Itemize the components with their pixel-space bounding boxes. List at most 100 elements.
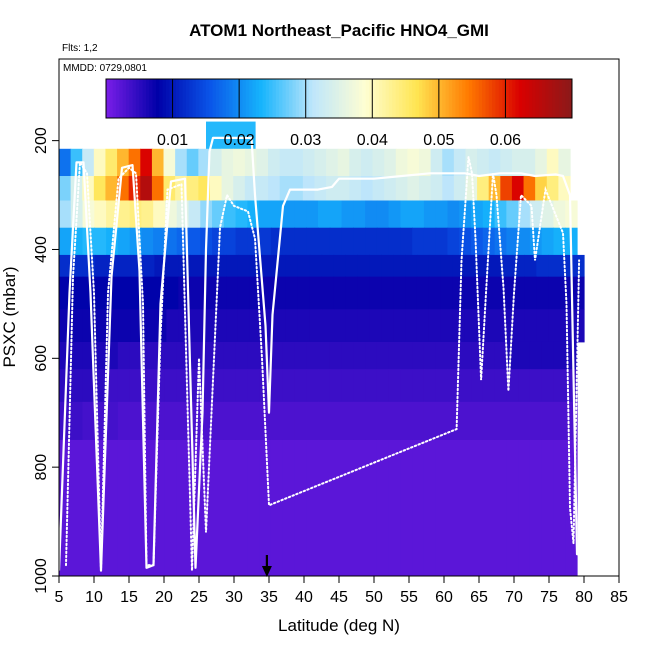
- heat-cell-r6-c26: [369, 276, 382, 310]
- heat-cell-r10-c2: [82, 401, 95, 441]
- colorbar-swatch-74: [352, 79, 357, 118]
- x-tick-label-0: 5: [55, 589, 64, 606]
- heat-cell-r7-c28: [393, 309, 406, 343]
- colorbar-swatch-1: [109, 79, 114, 118]
- heat-cell-r3-c27: [376, 200, 390, 229]
- colorbar-swatch-89: [402, 79, 407, 118]
- colorbar-swatch-6: [125, 79, 130, 118]
- heat-cell-r5-c38: [512, 254, 525, 278]
- heat-cell-r10-c37: [494, 401, 507, 441]
- heat-cell-r6-c23: [333, 276, 346, 310]
- heat-cell-r1-c33: [442, 148, 455, 177]
- heat-cell-r2-c17: [256, 176, 269, 201]
- heat-cell-r11-c20: [294, 439, 307, 577]
- colorbar-swatch-138: [565, 79, 570, 118]
- heat-cell-r9-c26: [365, 369, 378, 403]
- flight-tracks: [57, 136, 585, 572]
- dotted-track-line: [65, 156, 581, 571]
- heat-cell-r9-c29: [400, 369, 413, 403]
- colorbar-tick-label-1: 0.02: [224, 132, 255, 149]
- heat-cell-r8-c39: [518, 341, 531, 370]
- heat-cell-r9-c40: [529, 369, 543, 403]
- heat-cell-r7-c15: [237, 309, 251, 343]
- colorbar-swatch-50: [272, 79, 277, 118]
- heat-cell-r7-c31: [428, 309, 442, 343]
- heat-cell-r11-c21: [306, 439, 319, 577]
- heat-cell-r11-c5: [117, 439, 131, 577]
- heat-cell-r3-c28: [388, 200, 402, 229]
- colorbar-swatch-88: [398, 79, 403, 118]
- heat-cell-r7-c20: [297, 309, 311, 343]
- heat-cell-r5-c14: [226, 254, 239, 278]
- heat-cell-r3-c25: [353, 200, 366, 229]
- heat-cell-r1-c27: [372, 148, 385, 177]
- heat-cell-r5-c23: [333, 254, 346, 278]
- colorbar-swatch-25: [189, 79, 194, 118]
- colorbar-tick-label-4: 0.05: [423, 132, 454, 149]
- heat-cell-r1-c13: [209, 148, 223, 177]
- heat-cell-r11-c32: [435, 439, 449, 577]
- heat-cell-r1-c4: [105, 148, 118, 177]
- heat-cell-r7-c27: [381, 309, 394, 343]
- heat-cell-r11-c37: [494, 439, 507, 577]
- heat-cell-r5-c15: [237, 254, 251, 278]
- heat-cell-r5-c6: [130, 254, 144, 278]
- heat-cell-r3-c33: [447, 200, 460, 229]
- heat-cell-r2-c36: [477, 176, 490, 201]
- colorbar-swatch-55: [289, 79, 293, 118]
- heat-cell-r2-c20: [291, 176, 304, 201]
- heat-cell-r1-c40: [523, 148, 536, 177]
- x-tick-label-5: 30: [225, 589, 243, 606]
- heat-cell-r4-c27: [376, 227, 390, 256]
- heat-cell-r1-c19: [279, 148, 292, 177]
- heat-cell-r1-c37: [488, 148, 501, 177]
- heat-cell-r2-c26: [360, 176, 374, 201]
- heat-cell-r10-c30: [412, 401, 425, 441]
- heat-cell-r10-c9: [164, 401, 178, 441]
- heat-cell-r10-c15: [235, 401, 248, 441]
- x-tick-label-1: 10: [85, 589, 103, 606]
- heat-cell-r6-c33: [452, 276, 466, 310]
- heat-cell-r6-c9: [166, 276, 179, 310]
- heat-cell-r1-c34: [453, 148, 467, 177]
- heat-cell-r5-c37: [500, 254, 514, 278]
- heat-cell-r8-c1: [70, 341, 84, 370]
- heat-cell-r10-c1: [70, 401, 84, 441]
- colorbar-swatch-127: [528, 79, 533, 118]
- heat-cell-r6-c19: [285, 276, 299, 310]
- heat-cell-r2-c18: [268, 176, 281, 201]
- colorbar-swatch-139: [568, 79, 573, 118]
- x-tick-label-12: 65: [470, 589, 488, 606]
- colorbar-swatch-86: [392, 79, 397, 118]
- colorbar-swatch-100: [438, 79, 443, 118]
- heat-cell-r1-c0: [59, 148, 72, 177]
- heat-cell-r6-c1: [70, 276, 84, 310]
- heat-cell-r9-c36: [482, 369, 496, 403]
- x-tick-label-3: 20: [155, 589, 173, 606]
- heat-cell-r8-c12: [200, 341, 213, 370]
- heat-cell-r3-c32: [435, 200, 449, 229]
- heat-cell-r9-c5: [117, 369, 131, 403]
- x-tick-label-8: 45: [330, 589, 348, 606]
- heat-cell-r5-c13: [214, 254, 227, 278]
- heat-cell-r11-c1: [70, 439, 84, 577]
- colorbar-swatch-137: [562, 79, 566, 118]
- heat-cell-r8-c11: [188, 341, 201, 370]
- heat-cell-r6-c31: [428, 276, 442, 310]
- colorbar-swatch-131: [542, 79, 546, 118]
- heat-cell-r7-c41: [548, 309, 561, 343]
- heat-cell-r10-c36: [482, 401, 496, 441]
- heat-cell-r11-c18: [270, 439, 284, 577]
- colorbar-swatch-122: [512, 79, 516, 118]
- heat-cell-r4-c22: [318, 227, 331, 256]
- colorbar-swatch-37: [229, 79, 233, 118]
- heat-cell-r1-c18: [268, 148, 281, 177]
- heat-cell-r10-c25: [353, 401, 366, 441]
- colorbar-swatch-81: [375, 79, 380, 118]
- heat-cell-r1-c26: [360, 148, 374, 177]
- heat-cell-r4-c35: [471, 227, 484, 256]
- heat-cell-r4-c0: [59, 227, 72, 256]
- heat-cell-r10-c28: [388, 401, 402, 441]
- colorbar-frame: [105, 78, 573, 119]
- heat-cell-r11-c4: [106, 439, 119, 577]
